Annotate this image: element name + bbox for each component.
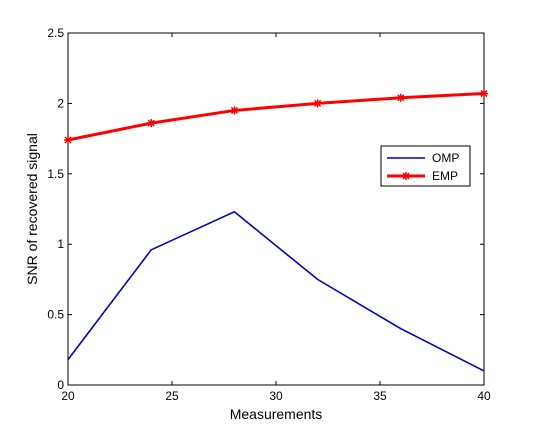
y-tick-label: 0.5 xyxy=(47,308,64,322)
y-tick-label: 2 xyxy=(57,96,64,110)
x-tick-label: 20 xyxy=(61,389,75,403)
y-axis-label: SNR of recovered signal xyxy=(24,133,40,285)
x-tick-label: 35 xyxy=(373,389,387,403)
legend-label-emp: EMP xyxy=(432,169,458,183)
y-tick-label: 2.5 xyxy=(47,26,64,40)
x-tick-label: 30 xyxy=(269,389,283,403)
legend-label-omp: OMP xyxy=(432,151,459,165)
legend-marker-emp xyxy=(402,172,410,180)
data-point-emp xyxy=(480,89,488,98)
data-point-emp xyxy=(396,93,405,102)
legend: OMP EMP xyxy=(380,145,471,187)
data-point-emp xyxy=(147,119,156,128)
axis-ticks: 20 25 30 35 40 0 0.5 1 1.5 2 2.5 xyxy=(47,26,491,403)
x-axis-label: Measurements xyxy=(230,406,323,422)
x-tick-label: 25 xyxy=(165,389,179,403)
y-tick-label: 1 xyxy=(57,237,64,251)
series-line-emp xyxy=(67,92,485,142)
data-point-emp xyxy=(64,136,72,145)
x-tick-label: 40 xyxy=(477,389,491,403)
y-tick-label: 0 xyxy=(57,378,64,392)
data-point-emp xyxy=(313,99,322,108)
data-point-emp xyxy=(230,106,239,115)
legend-box xyxy=(380,145,471,187)
series-layer xyxy=(64,89,488,372)
y-tick-label: 1.5 xyxy=(47,167,64,181)
series-line-omp xyxy=(67,210,485,372)
plot-area xyxy=(67,32,485,386)
